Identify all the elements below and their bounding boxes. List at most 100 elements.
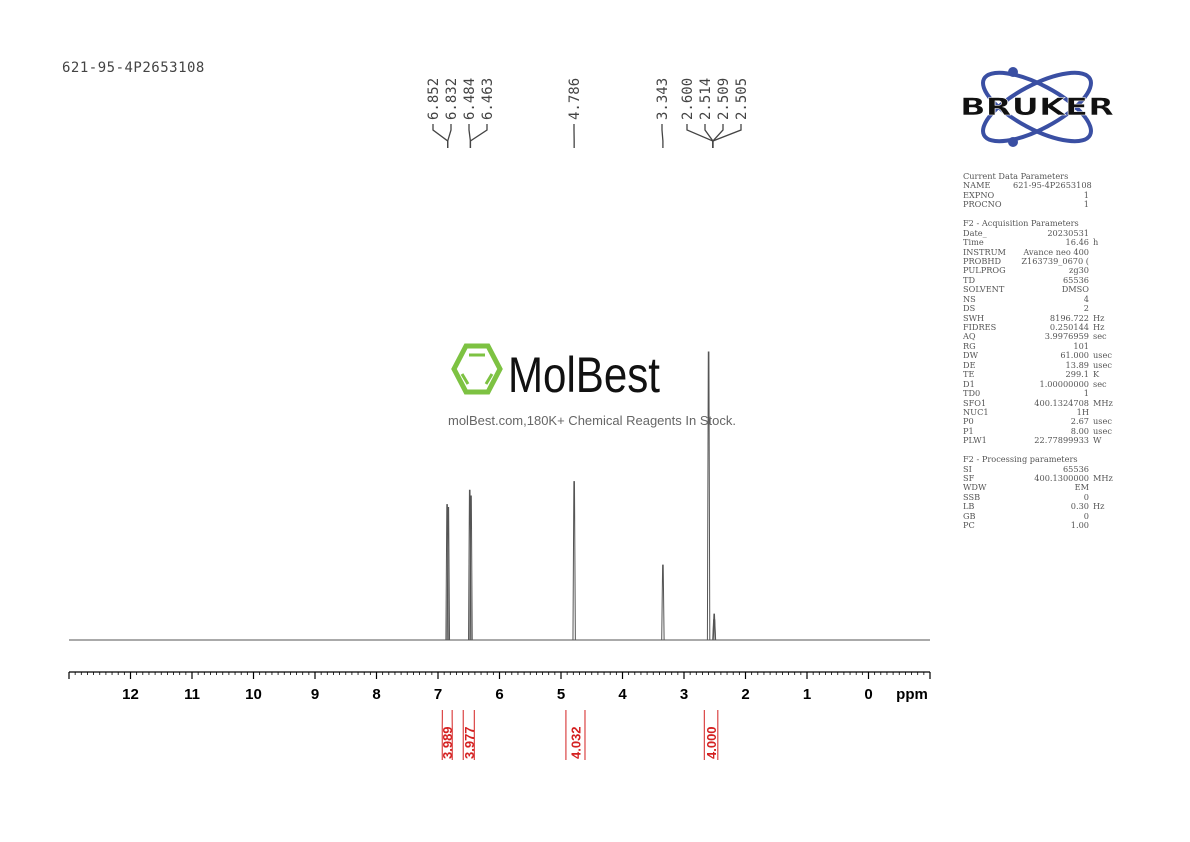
parameter-row: SF 400.1300000 MHz	[963, 473, 1113, 483]
parameter-unit: MHz	[1093, 397, 1113, 408]
tick-label: 0	[864, 686, 872, 703]
parameter-name: DS	[963, 303, 976, 314]
parameter-name: PLW1	[963, 435, 987, 446]
parameter-section-title: Current Data Parameters	[963, 171, 1069, 181]
parameter-section-title: F2 - Processing parameters	[963, 454, 1078, 465]
parameter-unit	[1089, 248, 1093, 257]
parameter-unit	[1089, 295, 1093, 304]
tick-label: 7	[434, 686, 442, 703]
parameter-name: FIDRES	[963, 322, 997, 332]
tick-label: 6	[495, 686, 503, 703]
parameter-value: 20230531	[1047, 227, 1089, 238]
parameter-row: LB 0.30 Hz	[963, 501, 1113, 512]
parameter-name: RG	[963, 340, 976, 351]
parameter-row: SSB 0	[963, 491, 1113, 502]
peak-labels: 6.852 6.832 6.484 6.463 4.786 3.343 2.600 2.514…	[426, 78, 750, 148]
peak-label: 2.600	[680, 78, 696, 120]
parameter-value: 1H	[1076, 406, 1089, 417]
peak	[706, 351, 711, 641]
parameter-row: Date_ 20230531	[963, 227, 1113, 238]
parameter-name: SFO1	[963, 397, 987, 408]
parameter-value: 8.00	[1070, 425, 1089, 436]
parameter-value: 1.00000000	[1039, 378, 1090, 389]
parameter-name: SSB	[963, 491, 981, 502]
parameter-unit	[1089, 266, 1093, 275]
parameter-value: 0	[1083, 491, 1089, 502]
parameter-unit	[1089, 483, 1093, 492]
svg-text:BRUKER: BRUKER	[960, 93, 1114, 121]
parameter-row: TD0 1	[963, 388, 1113, 399]
parameter-value: 22.77899933	[1034, 435, 1089, 446]
spectrum-trace	[69, 351, 930, 641]
tick-label: 8	[372, 686, 380, 703]
bruker-logo: BRUKER	[955, 62, 1120, 157]
parameter-value: 0	[1083, 510, 1089, 521]
parameter-unit	[1089, 521, 1093, 530]
parameter-row: P1 8.00 usec	[963, 425, 1113, 436]
parameter-unit	[1089, 512, 1093, 521]
parameter-unit	[1089, 276, 1093, 285]
integral-bracket	[441, 710, 453, 760]
parameter-name: NAME	[963, 180, 991, 191]
sample-name: 621-95-4P2653108	[62, 60, 205, 76]
peak-label: 6.832	[444, 78, 460, 120]
parameter-row: WDW EM	[963, 482, 1113, 493]
parameter-name: SWH	[963, 312, 985, 323]
svg-text:MolBest: MolBest	[508, 347, 660, 402]
integral-bracket	[462, 710, 475, 760]
watermark-tagline: molBest.com,180K+ Chemical Reagents In S…	[448, 413, 736, 428]
parameter-name: TD0	[963, 388, 981, 399]
parameter-row: P0 2.67 usec	[963, 416, 1113, 427]
integrals: 3.989 3.977 4.032 4.000	[440, 710, 719, 760]
parameter-value: 16.46	[1065, 237, 1089, 248]
peak-label: 2.505	[734, 78, 750, 120]
parameter-name: Date_	[963, 227, 987, 238]
acquisition-parameters-panel: Current Data Parameters NAME 621-95-4P2653…	[963, 171, 1113, 531]
parameter-name: PROCNO	[963, 199, 1002, 210]
parameter-row: DS 2	[963, 303, 1113, 314]
parameter-row: TD 65536	[963, 275, 1113, 285]
parameter-value: 3.9976959	[1044, 331, 1089, 342]
parameter-value: 8196.722	[1049, 312, 1089, 323]
parameter-name: DE	[963, 359, 976, 370]
peak-label: 4.786	[567, 78, 583, 120]
parameter-row: INSTRUM Avance neo 400	[963, 246, 1113, 257]
axis-label: ppm	[896, 686, 928, 703]
integral-bracket	[565, 710, 586, 760]
tick-label: 4	[618, 686, 627, 703]
tick-label: 2	[741, 686, 749, 703]
parameter-row: Time 16.46 h	[963, 237, 1113, 248]
parameter-unit: K	[1093, 369, 1100, 380]
parameter-value: Avance neo 400	[1023, 246, 1089, 257]
parameter-name: Time	[963, 237, 984, 248]
parameter-name: P0	[963, 416, 974, 427]
molbest-watermark-logo: MolBest	[448, 342, 668, 407]
peak-label-connector	[712, 124, 742, 148]
parameter-name: WDW	[963, 482, 987, 493]
peak	[572, 481, 576, 641]
parameter-name: NS	[963, 293, 976, 304]
parameter-unit: usec	[1093, 359, 1112, 370]
peak-label-connector	[469, 124, 488, 148]
parameter-value: EM	[1074, 482, 1089, 493]
peak-label-connector	[432, 124, 449, 148]
parameter-name: DW	[963, 350, 978, 361]
parameter-value: 621-95-4P2653108	[1013, 180, 1092, 191]
parameter-unit: h	[1093, 237, 1099, 248]
parameter-name: SF	[963, 473, 975, 483]
peak-label-connector	[447, 124, 452, 148]
parameter-value: DMSO	[1061, 284, 1089, 295]
benzene-icon	[451, 343, 503, 395]
parameter-value: 13.89	[1065, 359, 1089, 370]
parameter-row: AQ 3.9976959 sec	[963, 331, 1113, 342]
tick-label: 5	[557, 686, 565, 703]
parameter-value: 400.1324708	[1034, 397, 1089, 408]
parameter-name: LB	[963, 501, 975, 512]
tick-label: 12	[122, 686, 139, 703]
parameter-name: INSTRUM	[963, 246, 1006, 257]
parameter-name: TE	[963, 369, 975, 380]
peak-label-connector	[712, 124, 724, 148]
parameter-name: GB	[963, 510, 976, 521]
parameter-unit: Hz	[1093, 501, 1105, 512]
parameter-row: SI 65536	[963, 464, 1113, 474]
